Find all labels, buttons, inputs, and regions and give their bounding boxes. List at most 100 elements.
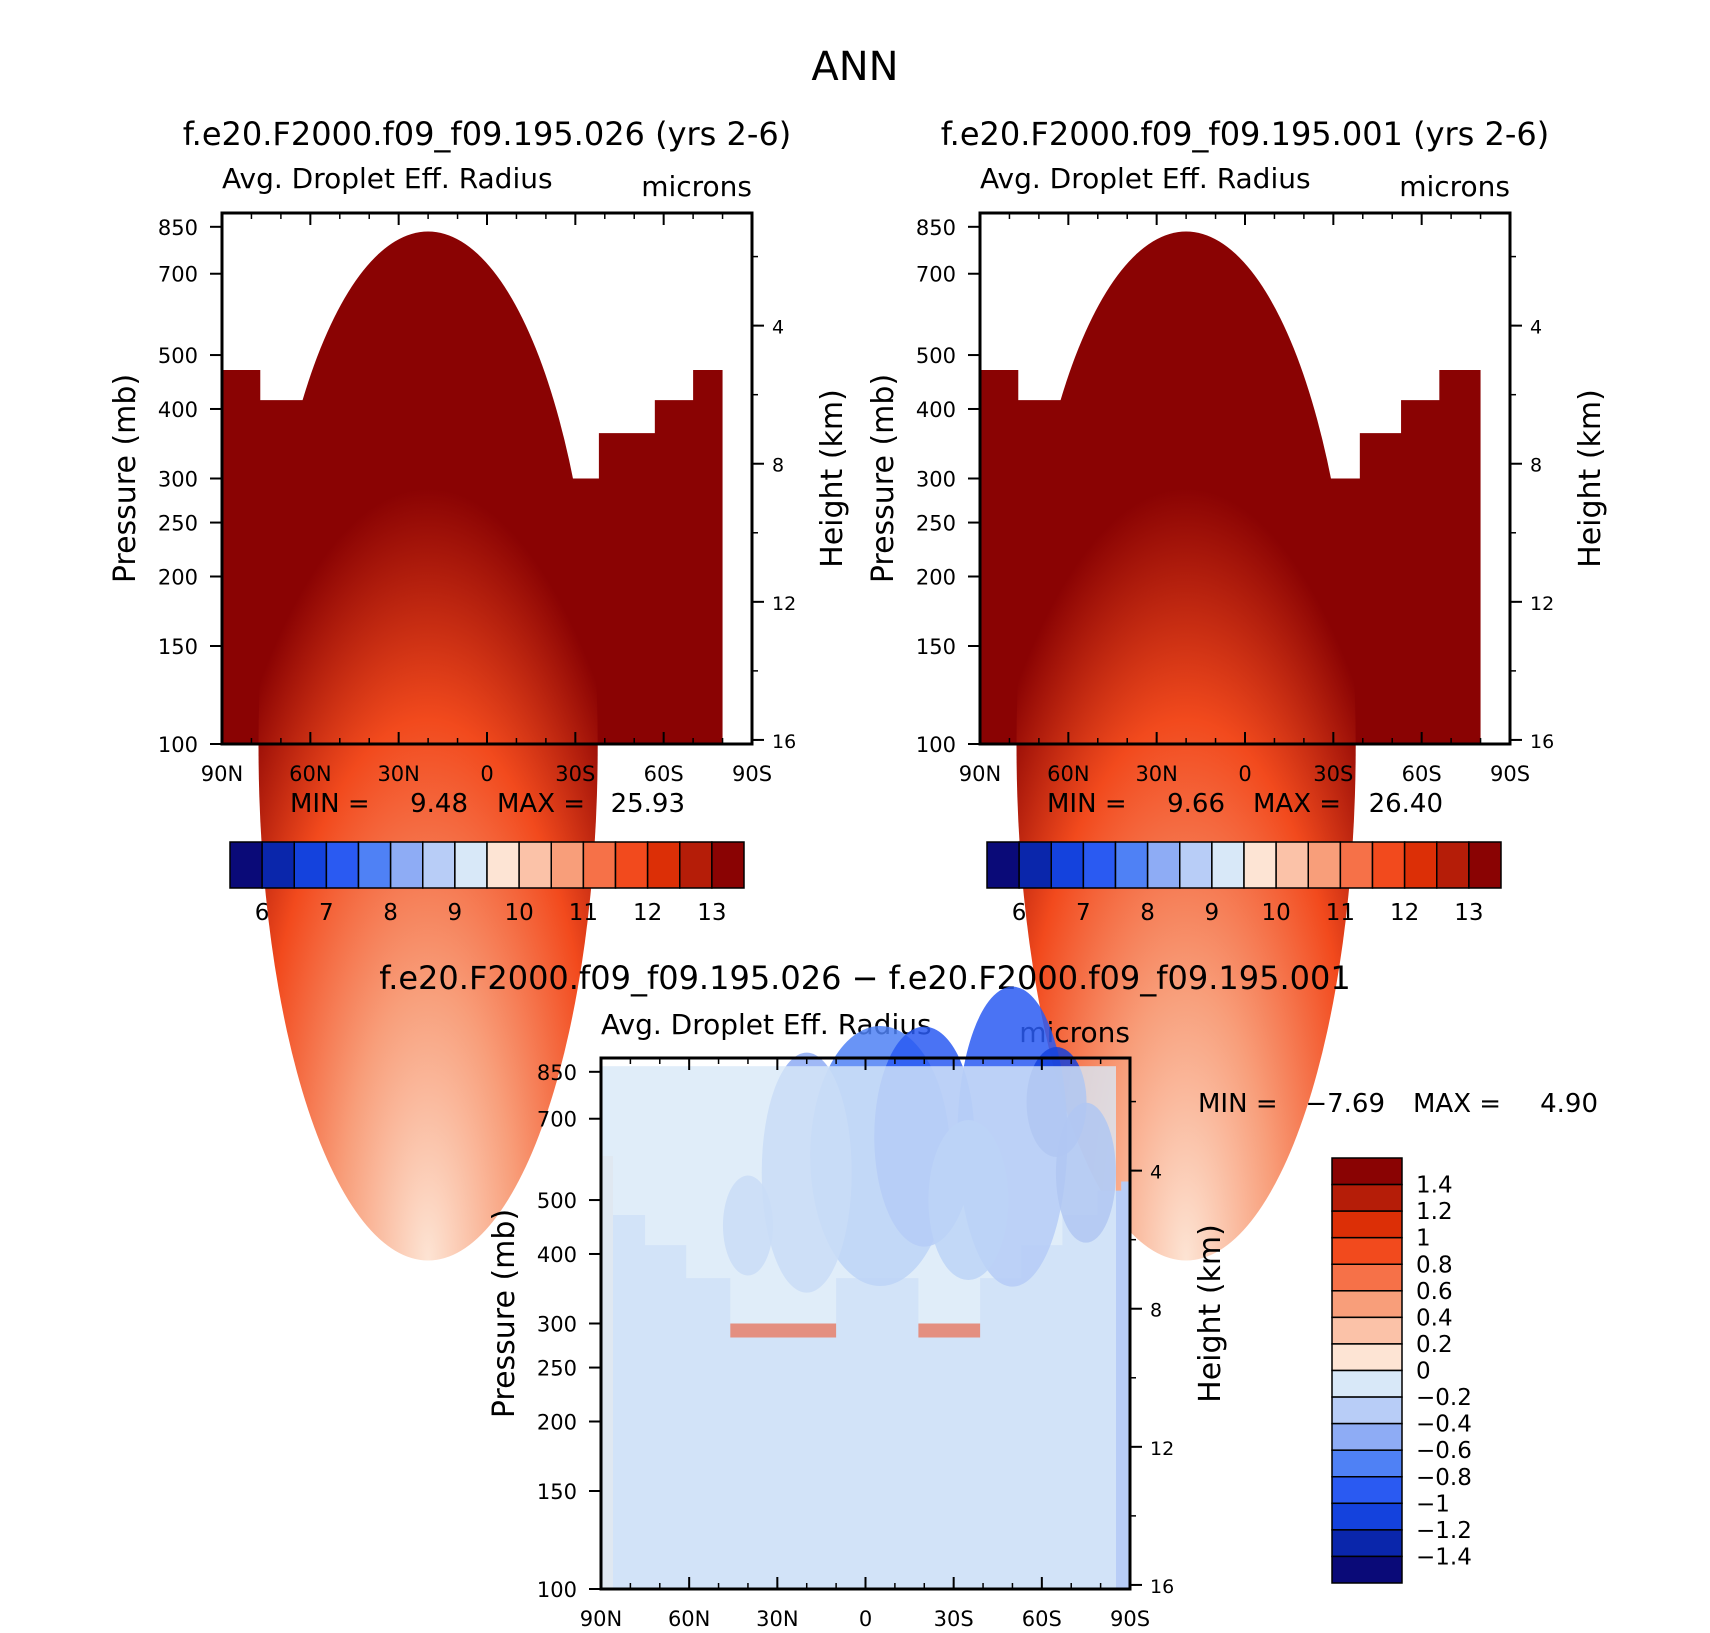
x-tick-label: 60S <box>1022 1607 1062 1631</box>
chart-3: f.e20.F2000.f09_f09.195.026 − f.e20.F200… <box>379 959 1598 1631</box>
units-label: microns <box>1399 170 1510 203</box>
surface-gradient <box>258 231 598 1261</box>
y-tick-label: 400 <box>916 398 956 422</box>
colorbar-swatch <box>422 841 456 889</box>
x-tick-label: 30S <box>934 1607 974 1631</box>
chart-title: f.e20.F2000.f09_f09.195.001 (yrs 2-6) <box>941 115 1550 153</box>
colorbar-swatch <box>1331 1290 1403 1319</box>
y-tick-label: 200 <box>537 1410 577 1434</box>
colorbar-tick-label: 6 <box>255 900 270 926</box>
colorbar-tick-label: 1.2 <box>1416 1199 1453 1225</box>
y-tick-label: 300 <box>916 468 956 492</box>
colorbar-tick-label: 6 <box>1012 900 1027 926</box>
y-axis-label: Pressure (mb) <box>487 1209 522 1418</box>
colorbar-swatch <box>1146 841 1181 889</box>
y-tick-label: 500 <box>916 344 956 368</box>
x-tick-label: 60N <box>668 1607 710 1631</box>
colorbar-swatch <box>550 841 585 889</box>
colorbar-swatch <box>1436 841 1470 889</box>
min-value: −7.69 <box>1305 1089 1385 1119</box>
x-tick-label: 30N <box>377 762 419 786</box>
y-tick-label: 150 <box>158 635 198 659</box>
units-label: microns <box>641 170 752 203</box>
y-right-tick-label: 8 <box>772 455 784 477</box>
colorbar-swatch <box>1331 1157 1403 1186</box>
colorbar-swatch <box>1331 1236 1403 1265</box>
y-tick-label: 700 <box>537 1108 577 1132</box>
colorbar-swatch <box>261 841 295 889</box>
surface-gradient <box>1016 231 1356 1261</box>
y-tick-label: 100 <box>537 1578 577 1602</box>
colorbar: 6 7 8 9 10 11 12 13 <box>229 841 745 926</box>
colorbar-tick-label: −0.4 <box>1416 1412 1472 1438</box>
colorbar-swatch <box>1331 1396 1403 1425</box>
colorbar-tick-label: 11 <box>569 900 598 926</box>
top-warm-band <box>730 1323 837 1338</box>
colorbar-swatch <box>614 841 649 889</box>
colorbar-tick-label: 7 <box>319 900 334 926</box>
x-tick-label: 30N <box>756 1607 798 1631</box>
colorbar-tick-label: 9 <box>448 900 463 926</box>
y-tick-label: 700 <box>158 263 198 287</box>
y-right-tick-label: 12 <box>1150 1438 1174 1460</box>
top-warm-band <box>918 1323 981 1338</box>
y-tick-label: 850 <box>158 216 198 240</box>
x-tick-label: 60N <box>1047 762 1089 786</box>
colorbar-tick-label: 13 <box>1454 900 1483 926</box>
x-tick-label: 0 <box>859 1607 872 1631</box>
min-label: MIN = <box>1047 789 1127 819</box>
y-axis-label: Pressure (mb) <box>866 374 901 583</box>
colorbar-swatch <box>1211 841 1245 889</box>
x-tick-label: 30N <box>1135 762 1177 786</box>
colorbar-tick-label: −1 <box>1416 1491 1450 1517</box>
y-tick-label: 700 <box>916 263 956 287</box>
y-tick-label: 250 <box>537 1357 577 1381</box>
colorbar-swatch <box>1331 1263 1403 1292</box>
colorbar-swatch <box>1403 841 1438 889</box>
y-tick-label: 200 <box>158 565 198 589</box>
colorbar-swatch <box>1331 1449 1403 1478</box>
colorbar-swatch <box>1331 1316 1403 1345</box>
x-tick-label: 90S <box>732 762 772 786</box>
colorbar-tick-label: 7 <box>1076 900 1091 926</box>
colorbar-tick-label: −1.2 <box>1416 1518 1472 1544</box>
colorbar-swatch <box>293 841 328 889</box>
colorbar-swatch <box>229 841 263 889</box>
y-tick-label: 250 <box>158 512 198 536</box>
colorbar-swatch <box>986 841 1020 889</box>
y-tick-label: 500 <box>158 344 198 368</box>
colorbar-tick-label: 9 <box>1205 900 1220 926</box>
min-label: MIN = <box>290 789 370 819</box>
colorbar-swatch <box>1307 841 1342 889</box>
x-tick-label: 60S <box>1402 762 1442 786</box>
colorbar-swatch <box>518 841 552 889</box>
y-right-axis-label: Height (km) <box>1193 1224 1228 1403</box>
max-label: MAX = <box>1253 789 1341 819</box>
variable-label: Avg. Droplet Eff. Radius <box>222 162 553 195</box>
min-value: 9.48 <box>410 789 468 819</box>
variable-label: Avg. Droplet Eff. Radius <box>980 162 1311 195</box>
colorbar-tick-label: 1.4 <box>1416 1173 1453 1199</box>
y-axis-label: Pressure (mb) <box>108 374 143 583</box>
x-tick-label: 90S <box>1110 1607 1150 1631</box>
x-tick-label: 60N <box>289 762 331 786</box>
colorbar-swatch <box>679 841 713 889</box>
y-tick-label: 300 <box>158 468 198 492</box>
colorbar-tick-label: 12 <box>633 900 662 926</box>
y-tick-label: 500 <box>537 1189 577 1213</box>
colorbar-swatch <box>711 841 745 889</box>
y-right-tick-label: 16 <box>1530 731 1554 753</box>
y-tick-label: 850 <box>916 216 956 240</box>
colorbar-swatch <box>646 841 681 889</box>
colorbar-tick-label: 0 <box>1416 1359 1431 1385</box>
colorbar-swatch <box>1331 1183 1403 1212</box>
colorbar-tick-label: −0.2 <box>1416 1385 1472 1411</box>
max-value: 4.90 <box>1540 1089 1598 1119</box>
x-tick-label: 90N <box>580 1607 622 1631</box>
max-value: 25.93 <box>611 789 685 819</box>
x-tick-label: 90S <box>1490 762 1530 786</box>
y-right-tick-label: 4 <box>1530 317 1542 339</box>
y-tick-label: 250 <box>916 512 956 536</box>
colorbar-swatch <box>1050 841 1085 889</box>
